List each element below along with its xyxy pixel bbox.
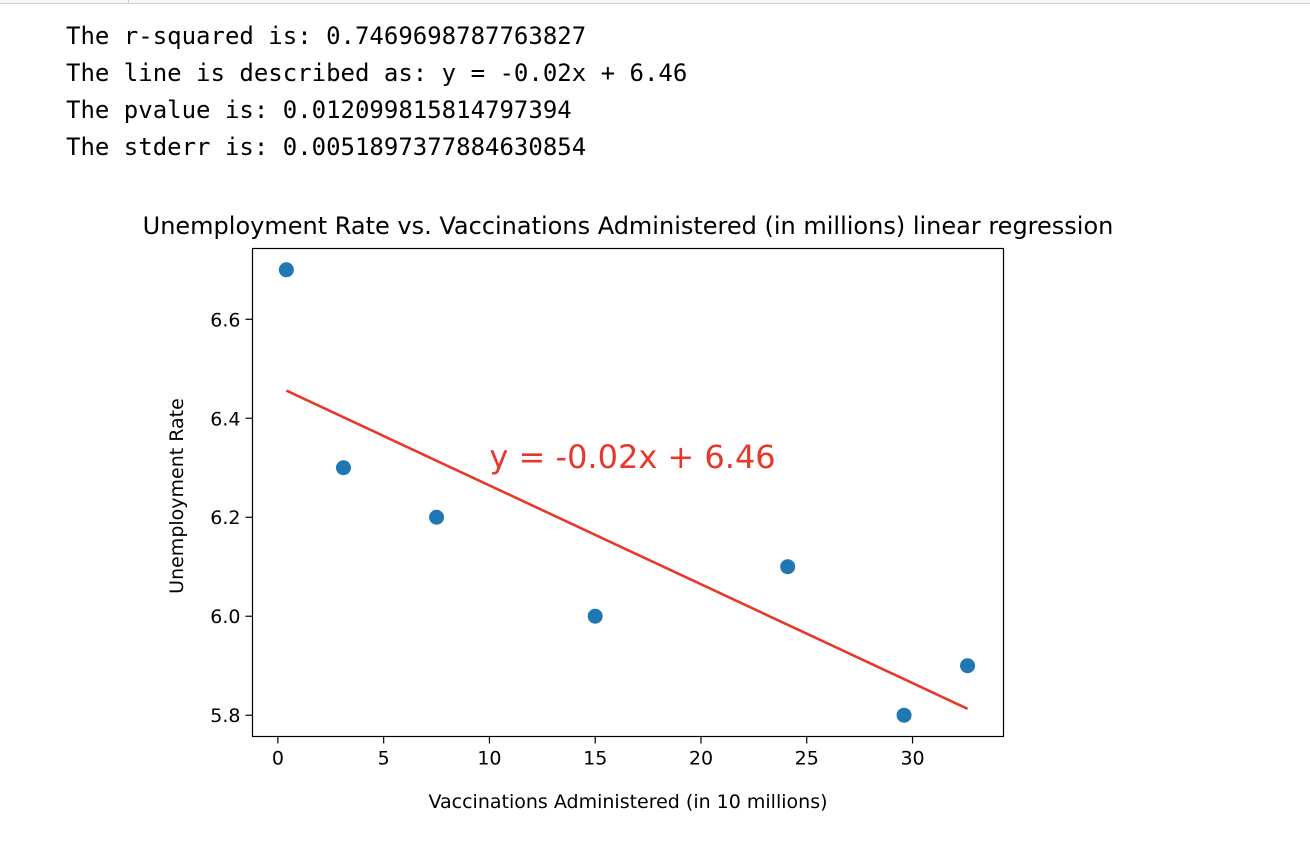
x-axis-label: Vaccinations Administered (in 10 million…	[429, 791, 828, 813]
y-tick-label: 6.2	[210, 507, 240, 529]
points-layer	[278, 262, 976, 723]
data-point	[278, 262, 294, 278]
data-point	[960, 658, 976, 674]
ticks-layer: 0 5 10 15 20 25 30 5.8 6.0 6.2 6.4 6.6	[210, 309, 924, 769]
data-point	[335, 460, 351, 476]
chart-title: Unemployment Rate vs. Vaccinations Admin…	[143, 212, 1114, 240]
x-tick-label: 20	[689, 748, 713, 770]
scatter-chart: Unemployment Rate vs. Vaccinations Admin…	[143, 212, 1114, 813]
x-tick-label: 30	[900, 748, 924, 770]
output-line-stderr: The stderr is: 0.0051897377884630854	[66, 133, 587, 161]
regression-layer	[285, 389, 969, 710]
data-point	[587, 608, 603, 624]
cell-top-border	[0, 0, 1310, 4]
regression-equation-annotation: y = -0.02x + 6.46	[489, 438, 775, 476]
y-tick-label: 5.8	[210, 705, 240, 727]
data-point	[429, 509, 445, 525]
output-text-block: The r-squared is: 0.7469698787763827 The…	[66, 18, 687, 166]
cell-border-notch	[128, 0, 129, 4]
data-point	[896, 707, 912, 723]
y-tick-label: 6.4	[210, 408, 240, 430]
y-tick-label: 6.0	[210, 606, 240, 628]
plot-frame	[251, 247, 1005, 738]
y-tick-label: 6.6	[210, 309, 240, 331]
annotation-layer: y = -0.02x + 6.46	[489, 438, 775, 476]
regression-line	[285, 389, 969, 710]
output-line-r-squared: The r-squared is: 0.7469698787763827	[66, 22, 587, 50]
data-point	[780, 559, 796, 575]
x-tick-label: 5	[378, 748, 390, 770]
output-line-pvalue: The pvalue is: 0.012099815814797394	[66, 96, 572, 124]
x-tick-label: 0	[272, 748, 284, 770]
y-axis-label: Unemployment Rate	[166, 398, 188, 594]
output-line-equation: The line is described as: y = -0.02x + 6…	[66, 59, 688, 87]
x-tick-label: 15	[583, 748, 607, 770]
x-tick-label: 25	[795, 748, 819, 770]
x-tick-label: 10	[477, 748, 501, 770]
